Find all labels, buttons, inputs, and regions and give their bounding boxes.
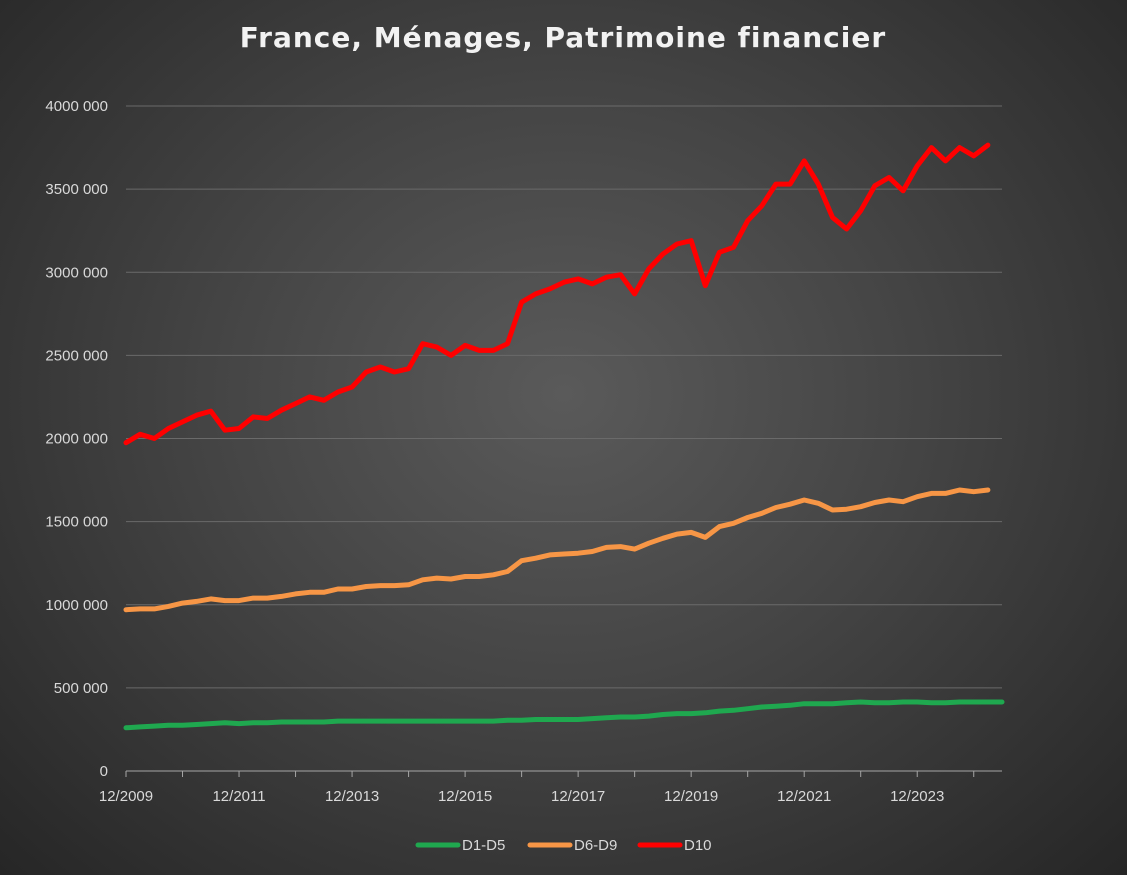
y-tick-label: 3500 000 — [45, 181, 108, 198]
y-tick-label: 500 000 — [54, 680, 108, 697]
y-tick-label: 3000 000 — [45, 264, 108, 281]
x-tick-label: 12/2023 — [890, 788, 944, 805]
series-line-d1-d5 — [123, 699, 1005, 731]
x-tick-label: 12/2021 — [777, 788, 831, 805]
legend-label: D10 — [684, 837, 712, 854]
gridlines — [126, 105, 1002, 689]
y-axis-tick-labels: 0 500 000 1000 000 1500 000 2000 000 2500 000… — [45, 98, 108, 780]
x-axis: 12/2009 12/2011 12/2013 12/2015 12/2017 12/20… — [99, 770, 1002, 805]
x-tick-label: 12/2013 — [325, 788, 379, 805]
series-line-d10 — [123, 142, 991, 446]
x-tick-label: 12/2017 — [551, 788, 605, 805]
x-tick-label: 12/2019 — [664, 788, 718, 805]
x-tick-label: 12/2011 — [212, 788, 265, 805]
y-tick-label: 1500 000 — [45, 514, 108, 531]
x-tick-label: 12/2015 — [438, 788, 492, 805]
y-tick-label: 0 — [100, 763, 108, 780]
legend-label: D1-D5 — [462, 837, 505, 854]
x-tick-label: 12/2009 — [99, 788, 153, 805]
legend: D1-D5 D6-D9 D10 — [415, 837, 712, 854]
y-tick-label: 2000 000 — [45, 431, 108, 448]
y-tick-label: 2500 000 — [45, 347, 108, 364]
y-tick-label: 4000 000 — [45, 98, 108, 115]
series-line-d6-d9 — [123, 487, 991, 613]
chart-title: France, Ménages, Patrimoine financier — [240, 21, 886, 54]
series-lines — [123, 142, 1005, 731]
y-tick-label: 1000 000 — [45, 597, 108, 614]
legend-label: D6-D9 — [574, 837, 617, 854]
